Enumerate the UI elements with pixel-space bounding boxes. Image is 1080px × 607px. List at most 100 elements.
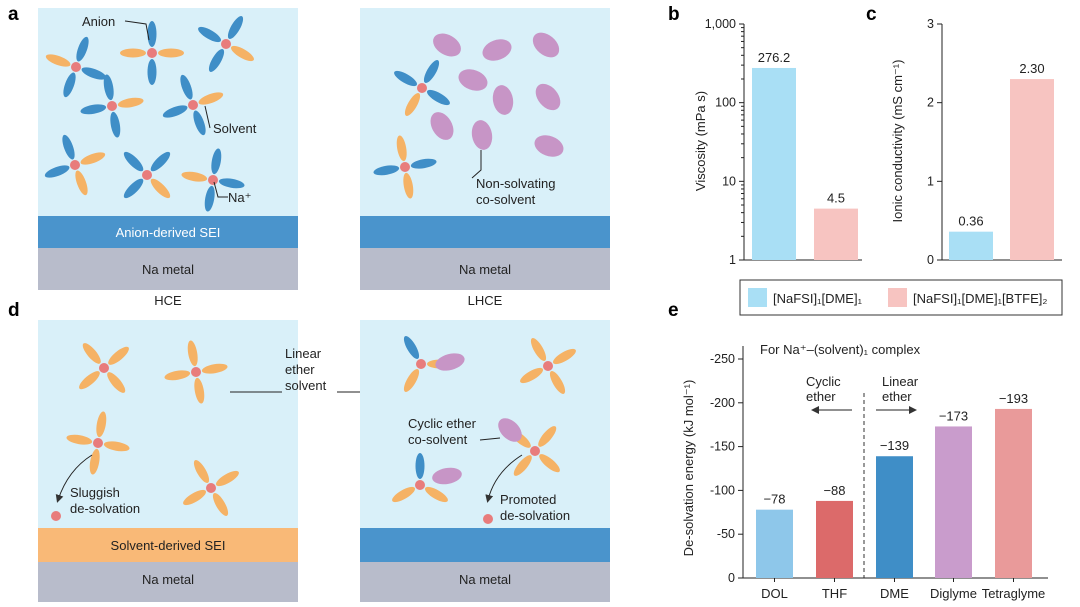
panel-label-c: c: [866, 4, 877, 25]
solvent-sei-label: Solvent-derived SEI: [111, 538, 226, 553]
solvent-ellipse: [198, 92, 224, 105]
legend-swatch-1: [748, 288, 767, 307]
sluggish-arrow: [55, 454, 93, 503]
solvent-ellipse: [107, 372, 126, 393]
non-solvating-label: Non-solvating: [476, 176, 556, 191]
bar: [814, 208, 858, 260]
solvent-ellipse: [187, 340, 198, 367]
na-metal-layer: [360, 248, 610, 290]
na-solvation-cluster: [44, 134, 106, 196]
na-ion: [400, 162, 410, 172]
ether-label: ether: [806, 389, 836, 404]
solvent-sei-layer: [38, 528, 298, 562]
na-solvation-cluster: [80, 74, 144, 138]
sluggish-label: Sluggish: [70, 485, 120, 500]
panel-a-left-cell: Anion-derived SEI Na metal Anion Solvent…: [38, 8, 298, 290]
panel-label-e: e: [668, 300, 679, 321]
anion-ellipse: [193, 110, 206, 136]
solvent-ellipse: [403, 368, 420, 392]
na-ion: [71, 62, 81, 72]
bar: [935, 426, 972, 578]
bar-value-label: 276.2: [758, 50, 791, 65]
anion-ellipse: [211, 148, 222, 175]
anion-ellipse: [147, 21, 157, 47]
solvent-ellipse: [212, 492, 229, 516]
anion-ellipse: [162, 105, 188, 118]
sei-layer: [360, 528, 610, 562]
linear-label: Linear: [285, 346, 322, 361]
na-solvation-cluster: [198, 16, 254, 72]
bar: [1010, 79, 1054, 260]
lhce-clusters: [373, 32, 564, 199]
cosolvent-ellipse: [458, 69, 488, 91]
na-ion: [530, 446, 540, 456]
na-ion: [483, 514, 493, 524]
solvent-ellipse: [520, 367, 544, 384]
solvent-ellipse: [181, 171, 208, 182]
viscosity-chart: Viscosity (mPa s) 1 10 100 1,000 276.2 4.5: [693, 17, 862, 267]
anion-ellipse: [81, 67, 107, 80]
na-metal-label: Na metal: [459, 572, 511, 587]
cyclic-ether-label: Cyclic ether: [408, 416, 477, 431]
anion-ellipse: [110, 111, 121, 138]
panel-a-right-cell: Na metal Non-solvating co-solvent: [360, 8, 610, 290]
x-tick-label: Diglyme: [930, 586, 977, 601]
solvent-pointer: [204, 105, 211, 129]
anion-ellipse: [123, 178, 144, 199]
cosolvent-label: co-solvent: [408, 432, 468, 447]
solvent-ellipse: [193, 460, 210, 484]
solvent-ellipse: [552, 348, 576, 365]
x-tick-label: DME: [880, 586, 909, 601]
y-tick-label: 0: [728, 571, 735, 585]
cosolvent-ellipse: [482, 39, 512, 61]
na-solvation-cluster: [520, 338, 576, 394]
na-ion: [416, 359, 426, 369]
conductivity-chart: Ionic conductivity (mS cm⁻¹) 0 1 2 3 0.36 2.3…: [890, 17, 1062, 267]
legend-item-2: [NaFSI]₁[DME]₁[BTFE]₂: [913, 291, 1047, 306]
y-tick-label: 0: [927, 253, 934, 267]
promoted-arrow: [485, 454, 523, 503]
anion-ellipse: [227, 16, 244, 40]
cosolvent-ellipse: [532, 32, 560, 58]
solvent-ellipse: [230, 45, 254, 62]
solvent-ellipse: [513, 455, 532, 476]
na-ion: [142, 170, 152, 180]
linear-label: Linear: [882, 374, 919, 389]
desolvation-label: de-solvation: [500, 508, 570, 523]
na-metal-layer: [38, 562, 298, 602]
na-ion: [107, 101, 117, 111]
na-ion: [70, 160, 80, 170]
y-tick-label: 1: [927, 174, 934, 188]
anion-ellipse: [410, 158, 437, 169]
solvent-ellipse: [201, 363, 228, 374]
bar: [756, 509, 793, 578]
solvent-ellipse: [45, 54, 71, 67]
na-solvation-cluster: [45, 36, 107, 98]
cosolvent-ellipse: [534, 135, 564, 157]
y-tick-label: -50: [717, 527, 735, 541]
anion-label: Anion: [82, 14, 115, 29]
na-label: Na⁺: [228, 190, 251, 205]
bar: [752, 67, 796, 261]
solvent-ellipse: [158, 48, 184, 58]
anion-ellipse: [103, 74, 114, 101]
conductivity-ylabel: Ionic conductivity (mS cm⁻¹): [890, 60, 905, 223]
anion-ellipse: [426, 89, 450, 106]
na-metal-label: Na metal: [142, 262, 194, 277]
y-tick-label: -100: [710, 483, 735, 497]
bar-value-label: −88: [823, 483, 845, 498]
y-tick-label: 1,000: [705, 17, 736, 31]
solvent-ellipse: [538, 426, 557, 447]
anion-ellipse: [76, 36, 89, 62]
solvent-ellipse: [75, 170, 88, 196]
cosolvent-ellipse: [430, 112, 454, 140]
y-tick-label: 100: [715, 96, 736, 110]
solvent-ellipse: [530, 338, 547, 362]
y-tick-label: 2: [927, 96, 934, 110]
solvent-ellipse: [117, 97, 144, 108]
solvent-ellipse: [103, 441, 130, 452]
na-solvation-cluster: [162, 74, 224, 136]
solvent-ellipse: [80, 152, 106, 165]
desolvation-chart: De-solvation energy (kJ mol⁻¹) For Na⁺–(…: [681, 342, 1048, 601]
